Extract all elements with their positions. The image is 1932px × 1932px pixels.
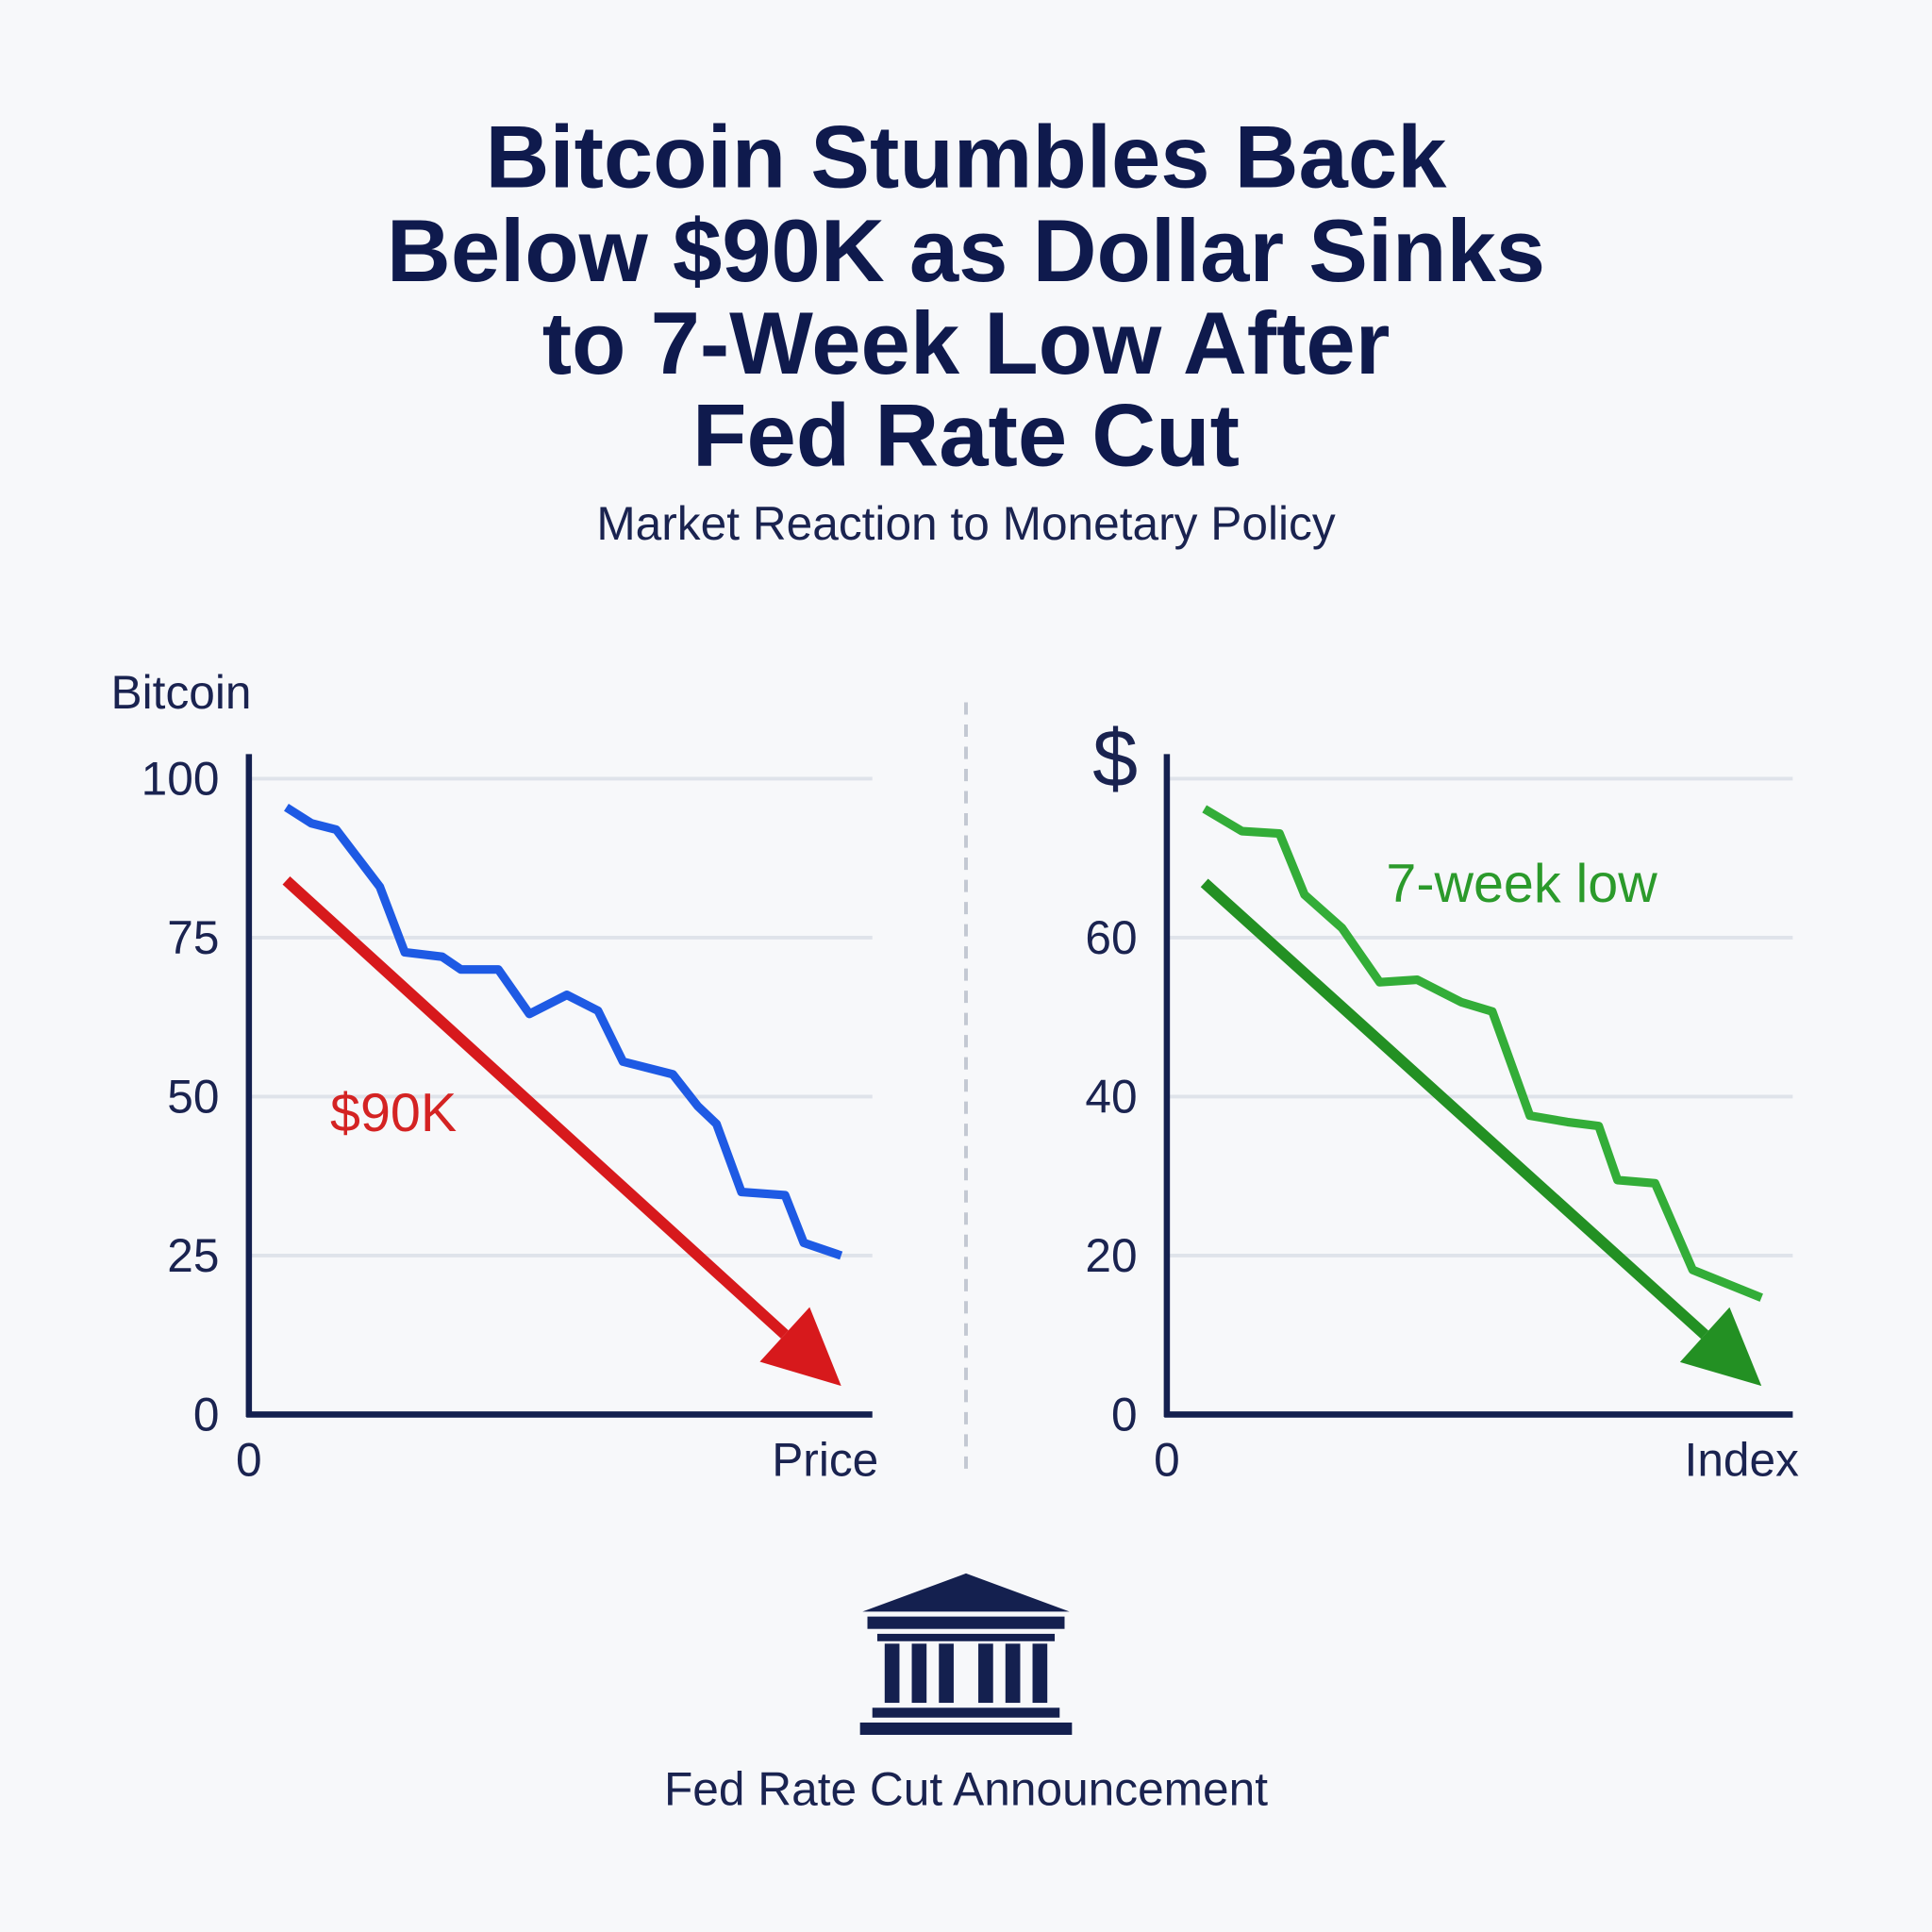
y-tick-label: 100	[142, 752, 220, 805]
annotation: $90K	[330, 1083, 457, 1143]
y-tick-label: 0	[193, 1388, 220, 1441]
x-axis-label: Index	[1685, 1434, 1800, 1487]
title-line: Below $90K as Dollar Sinks	[387, 201, 1545, 300]
y-axis-label: $	[1092, 713, 1138, 804]
annotation: 7-week low	[1386, 854, 1657, 914]
y-tick-label: 20	[1085, 1229, 1137, 1282]
y-tick-label: 40	[1085, 1070, 1137, 1123]
x-tick-label: 0	[236, 1434, 262, 1487]
y-tick-label: 50	[167, 1070, 219, 1123]
y-axis-label: Bitcoin	[111, 666, 252, 719]
trend-arrow	[1200, 878, 1709, 1340]
trend-arrow	[282, 875, 789, 1339]
footer-caption: Fed Rate Cut Announcement	[664, 1762, 1268, 1815]
x-tick-label: 0	[1154, 1434, 1180, 1487]
data-line	[284, 803, 843, 1260]
y-tick-label: 25	[167, 1229, 219, 1282]
y-tick-label: 0	[1111, 1388, 1138, 1441]
title-line: to 7-Week Low After	[542, 293, 1391, 392]
trend-arrow-head	[1679, 1307, 1762, 1387]
title-line: Fed Rate Cut	[692, 386, 1240, 485]
subtitle: Market Reaction to Monetary Policy	[596, 497, 1335, 550]
y-tick-label: 75	[167, 911, 219, 964]
y-tick-label: 60	[1085, 911, 1137, 964]
fed-icon	[859, 1573, 1073, 1736]
trend-arrow-head	[759, 1307, 841, 1387]
x-axis-label: Price	[772, 1434, 878, 1487]
data-line	[1202, 805, 1763, 1302]
title-line: Bitcoin Stumbles Back	[486, 108, 1448, 207]
